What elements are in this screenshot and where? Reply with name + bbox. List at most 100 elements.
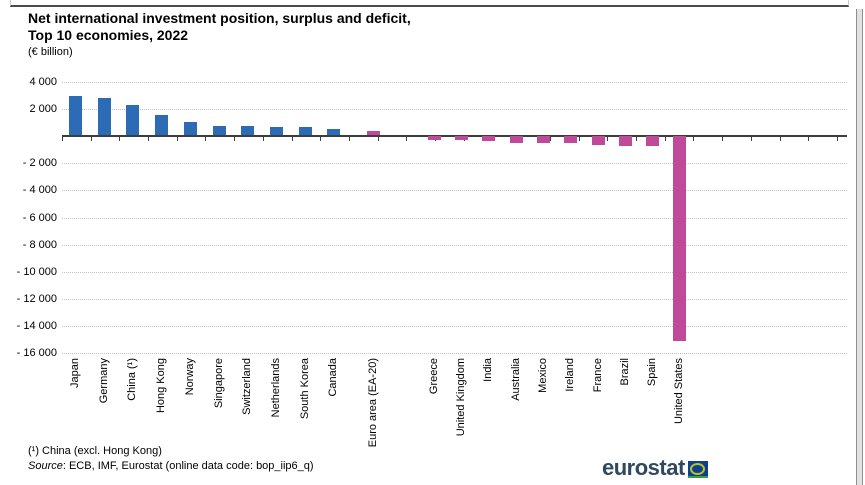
bar: [536, 136, 550, 143]
chart-unit-label: (€ billion): [28, 46, 73, 58]
axis-tick: [119, 137, 120, 142]
chart-title-line1: Net international investment position, s…: [28, 10, 411, 26]
gridline: [62, 353, 847, 354]
bar: [326, 129, 340, 136]
bar: [645, 136, 659, 147]
x-axis-category-label: Greece: [428, 358, 440, 395]
axis-tick: [780, 137, 781, 142]
y-axis-tick-label: - 12 000: [16, 292, 57, 305]
y-axis-tick-label: 2 000: [29, 103, 57, 116]
axis-tick: [62, 137, 63, 142]
gridline: [62, 217, 847, 219]
bar: [454, 136, 468, 141]
axis-tick: [177, 137, 178, 142]
x-axis-category-label: France: [592, 358, 604, 393]
gridline: [62, 190, 847, 192]
y-axis-tick-label: - 14 000: [16, 319, 57, 332]
bar: [298, 126, 312, 136]
x-axis-category-label: Ireland: [564, 358, 576, 392]
x-axis-category-label: Brazil: [619, 358, 631, 386]
x-axis-category-label: United Kingdom: [455, 358, 467, 437]
vertical-scrollbar[interactable]: [856, 9, 863, 485]
x-axis-category-label: Netherlands: [270, 358, 282, 418]
y-axis-tick-label: - 10 000: [16, 265, 57, 278]
x-axis-category-label: United States: [673, 358, 685, 425]
x-axis-category-label: Mexico: [537, 358, 549, 393]
x-axis-category-label: Norway: [184, 358, 196, 396]
gridline: [62, 271, 847, 273]
footnote: (¹) China (excl. Hong Kong): [28, 445, 162, 457]
eurostat-logo: eurostat: [602, 455, 708, 481]
bar: [366, 131, 380, 136]
bar: [183, 121, 197, 136]
x-axis-category-label: Euro area (EA-20): [367, 358, 379, 448]
bar: [97, 98, 111, 136]
axis-tick: [579, 137, 580, 142]
axis-tick: [234, 137, 235, 142]
x-axis-category-label: India: [482, 358, 494, 382]
gridline: [62, 244, 847, 246]
bar: [154, 114, 168, 136]
y-axis-tick-label: 4 000: [29, 76, 57, 88]
x-axis-category-label: Australia: [510, 358, 522, 401]
y-axis-tick-label: - 2 000: [22, 157, 57, 170]
chart-header: Net international investment position, s…: [28, 10, 411, 58]
x-axis-category-label: China (¹): [126, 358, 138, 401]
x-axis-category-label: Japan: [69, 358, 81, 388]
bar: [618, 136, 632, 147]
bar: [125, 104, 139, 136]
axis-tick: [263, 137, 264, 142]
bar: [269, 126, 283, 136]
y-axis-tick-label: - 6 000: [22, 211, 57, 224]
axis-tick: [91, 137, 92, 142]
y-axis-tick-label: - 4 000: [22, 184, 57, 197]
x-axis-category-label: Spain: [646, 358, 658, 387]
y-axis-tick-label: - 16 000: [16, 347, 57, 359]
axis-tick: [148, 137, 149, 142]
axis-tick: [693, 137, 694, 142]
bar: [240, 126, 254, 136]
bar: [427, 136, 441, 140]
source-note: Source: ECB, IMF, Eurostat (online data …: [28, 459, 314, 474]
gridline: [62, 163, 847, 165]
chart-title-line2: Top 10 economies, 2022: [28, 27, 189, 43]
gridline: [62, 325, 847, 327]
axis-tick: [751, 137, 752, 142]
gridline: [62, 82, 847, 83]
axis-tick: [292, 137, 293, 142]
x-axis-category-label: Switzerland: [241, 358, 253, 415]
x-axis-category-label: Singapore: [213, 358, 225, 409]
x-axis-category-label: Hong Kong: [155, 358, 167, 414]
x-axis-category-label: South Korea: [299, 358, 311, 420]
cropped-top-ui-element: [10, 0, 849, 7]
bar: [68, 96, 82, 136]
x-axis-category-label: Germany: [98, 358, 110, 404]
axis-tick: [320, 137, 321, 142]
axis-tick: [636, 137, 637, 142]
gridline: [62, 298, 847, 300]
axis-tick: [205, 137, 206, 142]
bar: [672, 136, 686, 342]
bar: [212, 125, 226, 136]
axis-tick: [607, 137, 608, 142]
bar: [509, 136, 523, 143]
y-axis-tick-label: - 8 000: [22, 238, 57, 251]
bar: [481, 136, 495, 141]
axis-tick: [837, 137, 838, 142]
axis-tick: [665, 137, 666, 142]
source-text: : ECB, IMF, Eurostat (online data code: …: [62, 460, 314, 472]
axis-tick: [406, 137, 407, 142]
bar: [591, 136, 605, 146]
eu-flag-icon: [687, 461, 708, 478]
axis-tick: [808, 137, 809, 142]
chart-footer: (¹) China (excl. Hong Kong) Source: ECB,…: [28, 444, 314, 474]
axis-tick: [722, 137, 723, 142]
gridline: [62, 109, 847, 111]
eurostat-logo-text: eurostat: [602, 455, 685, 480]
bar: [563, 136, 577, 144]
axis-tick: [349, 137, 350, 142]
axis-tick: [378, 137, 379, 142]
source-label: Source: [28, 460, 63, 472]
x-axis-category-label: Canada: [327, 358, 339, 397]
